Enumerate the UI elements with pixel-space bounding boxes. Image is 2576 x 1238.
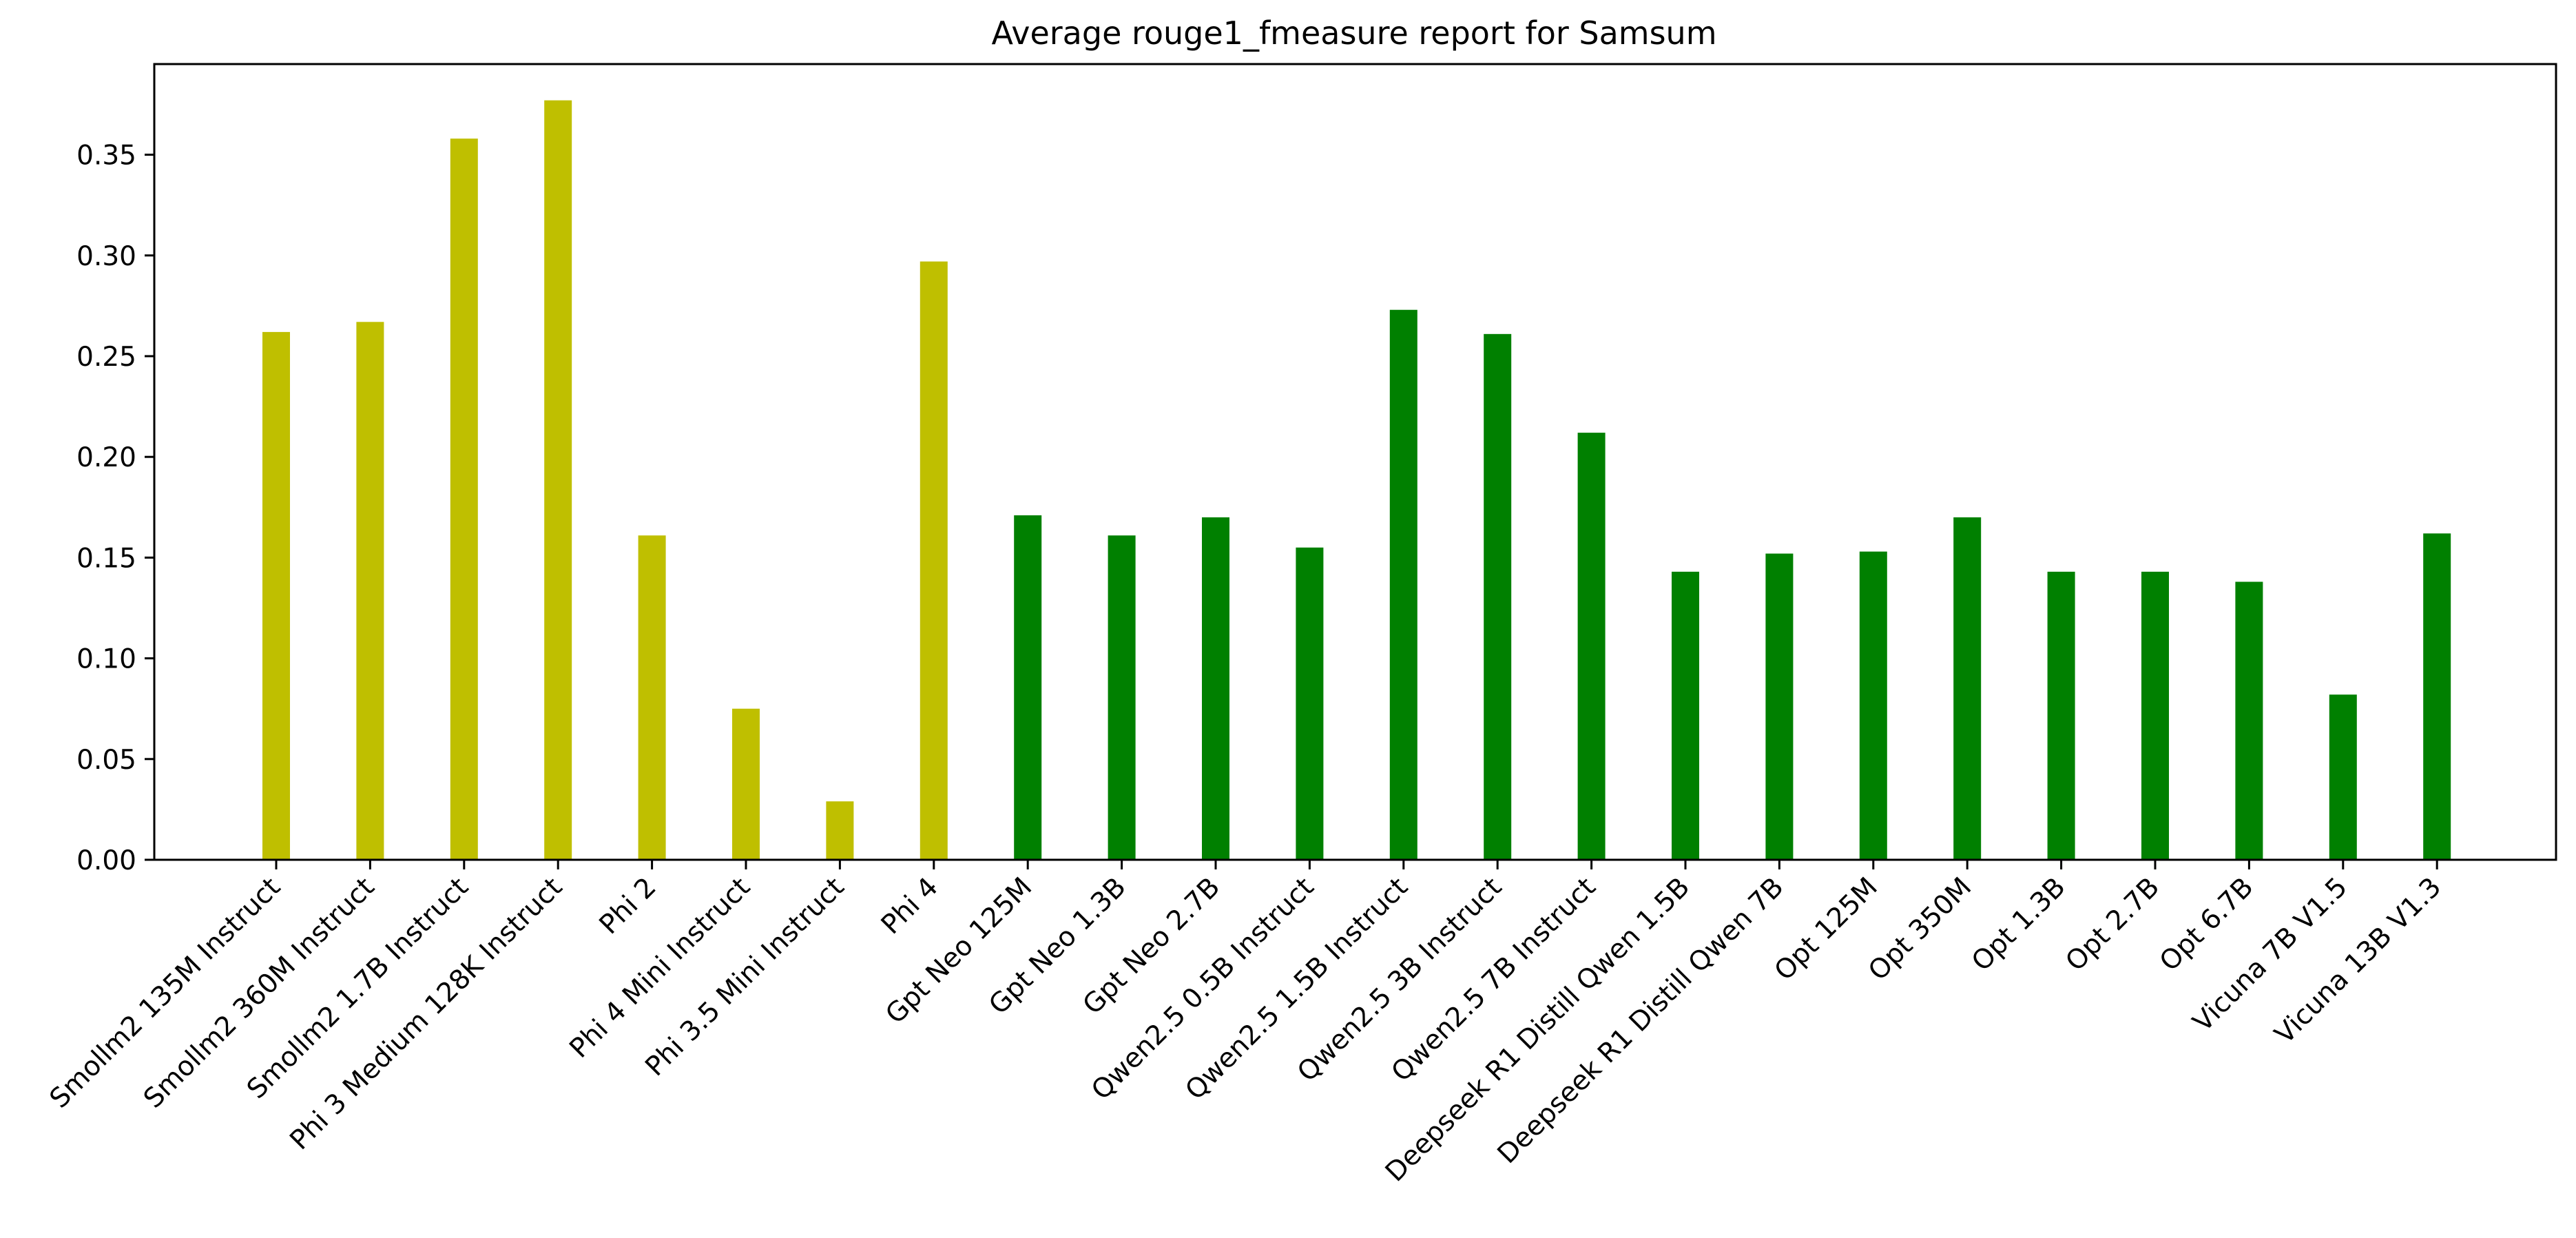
bar-0	[262, 331, 290, 860]
bars-layer	[262, 100, 2451, 860]
bar-12	[1389, 309, 1417, 860]
plot-frame	[153, 63, 2557, 861]
bar-23	[2423, 533, 2451, 860]
y-tick-label: 0.35	[76, 141, 136, 172]
bar-22	[2329, 694, 2357, 860]
bar-16	[1765, 553, 1794, 860]
x-tick-label: Vicuna 13B V1.3	[2269, 871, 2447, 1050]
x-tick-label: Opt 350M	[1862, 871, 1977, 987]
bar-17	[1859, 551, 1887, 860]
y-tick-label: 0.25	[76, 342, 136, 373]
bar-8	[1014, 515, 1042, 860]
x-tick-label: Phi 4	[875, 871, 944, 940]
bar-14	[1577, 433, 1606, 860]
bar-2	[450, 138, 478, 860]
y-tick-label: 0.05	[76, 745, 136, 776]
bar-5	[732, 708, 760, 860]
chart-title: Average rouge1_fmeasure report for Samsu…	[991, 14, 1716, 52]
y-axis: 0.00 0.05 0.10 0.15 0.20 0.25 0.30 0.35	[76, 141, 154, 876]
y-tick-label: 0.20	[76, 442, 136, 473]
x-tick-label: Phi 2	[594, 871, 663, 940]
bar-6	[826, 801, 854, 860]
bar-19	[2047, 571, 2075, 860]
x-tick-label: Opt 2.7B	[2060, 871, 2165, 977]
x-tick-label: Phi 4 Mini Instruct	[563, 871, 756, 1064]
x-tick-label: Opt 1.3B	[1966, 871, 2071, 977]
y-tick-label: 0.30	[76, 241, 136, 272]
bar-10	[1202, 517, 1229, 860]
bar-20	[2141, 571, 2169, 860]
bar-1	[356, 322, 384, 860]
bar-18	[1953, 517, 1982, 860]
y-tick-label: 0.15	[76, 543, 136, 574]
bar-11	[1296, 547, 1324, 860]
bar-4	[638, 535, 666, 860]
y-tick-label: 0.10	[76, 644, 136, 675]
bar-7	[920, 261, 948, 860]
bar-21	[2235, 581, 2263, 860]
bar-3	[544, 100, 572, 860]
y-tick-label: 0.00	[76, 845, 136, 876]
bar-15	[1672, 571, 1699, 860]
bar-13	[1484, 333, 1512, 860]
bar-9	[1108, 535, 1136, 860]
